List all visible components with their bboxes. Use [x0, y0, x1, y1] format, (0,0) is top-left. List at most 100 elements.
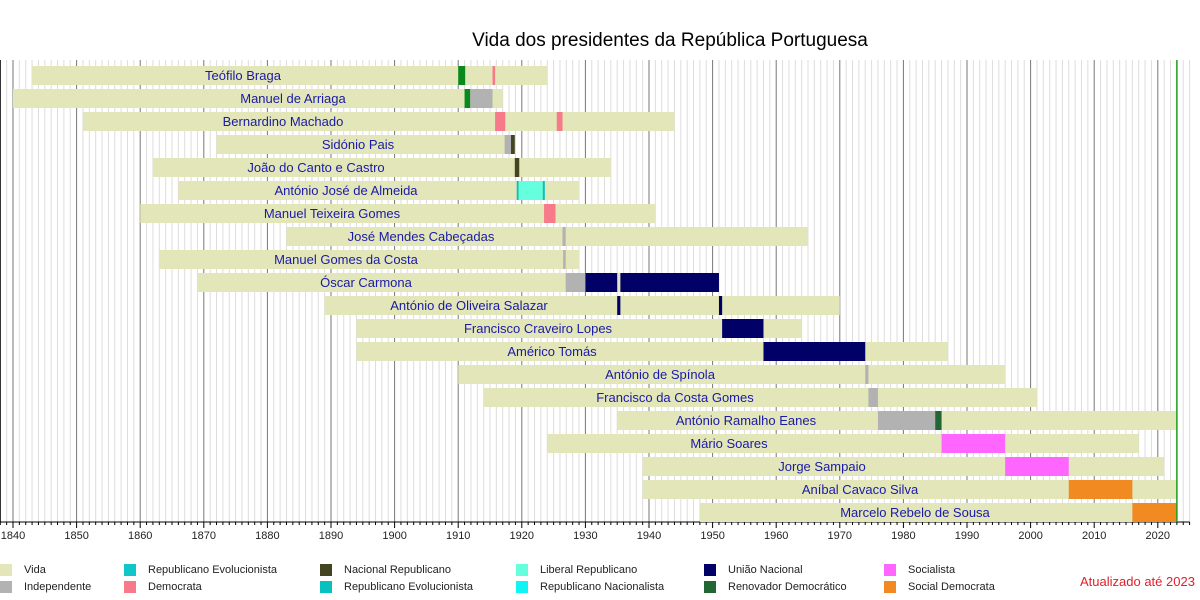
- president-name-label: Sidónio Pais: [322, 137, 395, 152]
- president-row: Manuel Teixeira Gomes: [140, 204, 656, 223]
- legend-label: União Nacional: [728, 564, 803, 576]
- legend-swatch: [704, 581, 716, 593]
- legend-item-vida: Vida: [0, 564, 46, 576]
- president-row: Jorge Sampaio: [642, 457, 1165, 476]
- legend-label: Democrata: [148, 581, 202, 593]
- life-bar: [152, 158, 611, 177]
- x-tick-label: 1980: [891, 530, 915, 542]
- legend-label: Social Democrata: [908, 581, 995, 593]
- life-bar: [13, 89, 503, 108]
- x-tick-label: 1850: [64, 530, 88, 542]
- president-row: Teófilo Braga: [32, 66, 548, 85]
- term-bar-independente: [563, 250, 566, 269]
- legend-label: Renovador Democrático: [728, 581, 847, 593]
- term-bar-uniao: [718, 296, 723, 315]
- president-name-label: Manuel Teixeira Gomes: [264, 206, 401, 221]
- legend-label: Independente: [24, 581, 92, 593]
- x-tick-label: 1910: [446, 530, 470, 542]
- president-name-label: Aníbal Cavaco Silva: [802, 482, 919, 497]
- legend-swatch: [516, 564, 528, 576]
- legend-item-democrata: Democrata: [124, 581, 202, 593]
- legend-label: Nacional Republicano: [344, 564, 452, 576]
- term-bar-socialista: [1005, 457, 1069, 476]
- president-name-label: Manuel de Arriaga: [240, 91, 346, 106]
- term-bar-nacional_rep: [514, 158, 520, 177]
- president-name-label: Bernardino Machado: [223, 114, 344, 129]
- legend-item-prd: Renovador Democrático: [704, 581, 847, 593]
- x-tick-label: 1970: [828, 530, 852, 542]
- president-row: Manuel de Arriaga: [13, 89, 503, 108]
- x-tick-label: 1870: [192, 530, 216, 542]
- term-bar-provisorio: [464, 89, 471, 108]
- x-tick-label: 1880: [255, 530, 279, 542]
- x-tick-label: 1920: [510, 530, 534, 542]
- life-bar: [286, 227, 809, 246]
- x-tick-label: 1890: [319, 530, 343, 542]
- president-row: Mário Soares: [547, 434, 1139, 453]
- legend-swatch: [0, 564, 12, 576]
- term-bar-independente: [865, 365, 869, 384]
- term-bar-psd: [1132, 503, 1177, 522]
- legend-item-evolucionista2: Republicano Evolucionista: [320, 581, 473, 593]
- term-bar-uniao: [722, 319, 764, 338]
- term-bar-evolucionista2: [542, 181, 545, 200]
- president-row: António Ramalho Eanes: [617, 411, 1177, 430]
- legend-label: Republicano Nacionalista: [540, 581, 665, 593]
- life-bar: [216, 135, 515, 154]
- life-bar: [642, 480, 1177, 499]
- legend-label: Liberal Republicano: [540, 564, 638, 576]
- president-name-label: António de Spínola: [605, 367, 716, 382]
- term-bar-evolucionista2: [516, 181, 519, 200]
- legend-label: Republicano Evolucionista: [148, 564, 278, 576]
- president-row: Manuel Gomes da Costa: [159, 250, 580, 269]
- life-bar: [356, 319, 802, 338]
- legend-label: Republicano Evolucionista: [344, 581, 474, 593]
- timeline-plot: 1840 1850 1860 1870 1880 1890 1900 1910 1920 1930…: [0, 60, 1191, 542]
- president-name-label: Mário Soares: [690, 436, 768, 451]
- president-row: António de Oliveira Salazar: [324, 296, 840, 315]
- term-bar-independente: [877, 411, 936, 430]
- term-bar-democrata: [556, 112, 563, 131]
- president-row: Bernardino Machado: [82, 112, 675, 131]
- president-row: João do Canto e Castro: [152, 158, 611, 177]
- president-name-label: António Ramalho Eanes: [676, 413, 817, 428]
- x-tick-label: 1930: [573, 530, 597, 542]
- life-bar: [178, 181, 580, 200]
- x-tick-label: 2010: [1082, 530, 1106, 542]
- x-tick-label: 1950: [700, 530, 724, 542]
- president-row: António de Spínola: [458, 365, 1006, 384]
- president-row: Marcelo Rebelo de Sousa: [699, 503, 1177, 522]
- term-bar-prd: [935, 411, 942, 430]
- term-bar-independente: [565, 273, 586, 292]
- legend-swatch: [884, 564, 896, 576]
- legend-swatch: [320, 581, 332, 593]
- legend-item-uniao: União Nacional: [704, 564, 803, 576]
- x-tick-label: 1840: [1, 530, 25, 542]
- president-row: Américo Tomás: [356, 342, 948, 361]
- term-bar-independente: [470, 89, 493, 108]
- life-bar: [82, 112, 675, 131]
- term-bar-independente: [562, 227, 566, 246]
- legend-swatch: [320, 564, 332, 576]
- term-bar-independente: [868, 388, 878, 407]
- legend-item-independente: Independente: [0, 581, 91, 593]
- president-name-label: Teófilo Braga: [205, 68, 282, 83]
- term-bar-uniao: [763, 342, 866, 361]
- life-bar: [699, 503, 1177, 522]
- x-tick-label: 1990: [955, 530, 979, 542]
- life-bar: [32, 66, 548, 85]
- life-bar: [483, 388, 1037, 407]
- president-name-label: José Mendes Cabeçadas: [348, 229, 495, 244]
- legend-item-psd: Social Democrata: [884, 581, 995, 593]
- term-bar-democrata: [492, 66, 496, 85]
- legend-swatch: [0, 581, 12, 593]
- president-row: Sidónio Pais: [216, 135, 515, 154]
- legend-swatch: [704, 564, 716, 576]
- x-tick-label: 1940: [637, 530, 661, 542]
- term-bar-nacional_rep: [510, 135, 515, 154]
- life-bar: [324, 296, 840, 315]
- term-bar-uniao: [620, 273, 719, 292]
- legend-item-evolucionista1: Republicano Evolucionista: [124, 564, 277, 576]
- legend-swatch: [516, 581, 528, 593]
- life-bar: [159, 250, 580, 269]
